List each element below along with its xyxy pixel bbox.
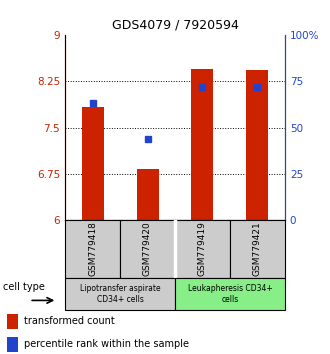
Text: cell type: cell type [3,282,45,292]
Text: GSM779420: GSM779420 [143,222,152,276]
Bar [175,278,285,310]
Bar [247,69,269,220]
Text: percentile rank within the sample: percentile rank within the sample [24,339,189,349]
Bar [230,220,285,278]
Title: GDS4079 / 7920594: GDS4079 / 7920594 [112,18,239,31]
Bar [65,220,120,278]
Bar [7,314,18,329]
Text: transformed count: transformed count [24,316,115,326]
Text: Lipotransfer aspirate
CD34+ cells: Lipotransfer aspirate CD34+ cells [80,284,160,304]
Bar [175,220,230,278]
Bar [191,69,214,220]
Text: GSM779419: GSM779419 [198,222,207,276]
Bar [137,170,158,220]
Bar [7,337,18,352]
Bar [82,107,104,220]
Bar [120,220,175,278]
Text: GSM779418: GSM779418 [88,222,97,276]
Bar [65,278,175,310]
Text: GSM779421: GSM779421 [253,222,262,276]
Text: Leukapheresis CD34+
cells: Leukapheresis CD34+ cells [188,284,272,304]
